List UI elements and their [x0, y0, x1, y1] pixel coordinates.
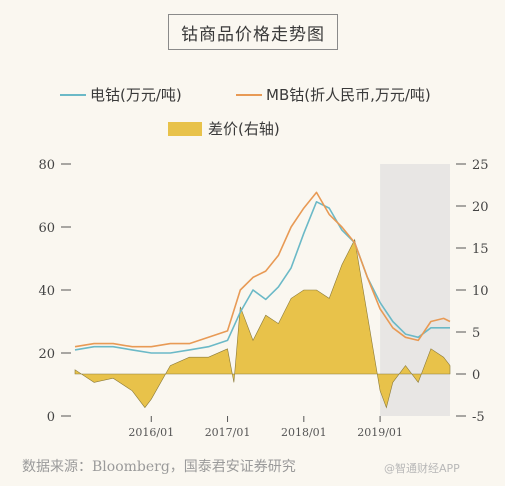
legend-swatch-electro [60, 93, 86, 96]
legend-item-spread: 差价(右轴) [168, 118, 280, 139]
x-tick-label: 2018/01 [281, 426, 327, 439]
chart-title-box: 钴商品价格走势图 [168, 14, 338, 50]
y-tick-label: 20 [38, 347, 55, 362]
legend-swatch-spread [168, 121, 202, 136]
y2-tick-label: 5 [472, 326, 480, 341]
mb-cobalt-line [74, 191, 451, 348]
y2-tick-label: 20 [472, 200, 489, 215]
y2-tick-label: 15 [472, 242, 489, 257]
y2-tick-label: 0 [472, 368, 480, 383]
x-tick-label: 2019/01 [357, 426, 403, 439]
electro-cobalt-line [74, 201, 450, 354]
legend-swatch-mb [236, 93, 262, 96]
watermark: @智通财经APP [384, 462, 460, 475]
legend-item-mb: MB钴(折人民币,万元/吨) [236, 84, 431, 105]
y-tick-label: 0 [47, 410, 55, 425]
source-note: 数据来源：Bloomberg，国泰君安证券研究 [22, 459, 296, 475]
y-tick-label: 80 [38, 158, 55, 173]
legend-item-electro: 电钴(万元/吨) [60, 84, 182, 105]
x-tick-label: 2017/01 [205, 426, 251, 439]
y2-tick-label: -5 [472, 410, 485, 425]
y-tick-label: 40 [38, 284, 55, 299]
y2-tick-label: 10 [472, 284, 489, 299]
legend-label-electro: 电钴(万元/吨) [90, 86, 182, 104]
x-tick-label: 2016/01 [128, 426, 174, 439]
chart-title: 钴商品价格走势图 [181, 24, 325, 45]
y-tick-label: 60 [38, 221, 55, 236]
legend-label-spread: 差价(右轴) [208, 120, 280, 138]
legend-label-mb: MB钴(折人民币,万元/吨) [266, 86, 431, 104]
spread-area [74, 238, 451, 409]
y2-tick-label: 25 [472, 158, 489, 173]
